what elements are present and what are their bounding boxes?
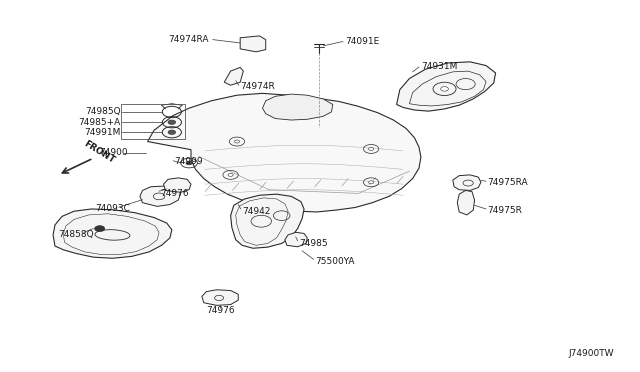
Polygon shape: [397, 62, 495, 111]
Text: J74900TW: J74900TW: [568, 349, 614, 358]
Text: 74931M: 74931M: [421, 62, 457, 71]
Polygon shape: [240, 36, 266, 52]
Polygon shape: [140, 186, 180, 206]
Circle shape: [369, 181, 374, 184]
Polygon shape: [53, 209, 172, 258]
Text: 74091E: 74091E: [346, 37, 380, 46]
Text: 74985Q: 74985Q: [85, 108, 121, 116]
Text: 74976: 74976: [206, 307, 235, 315]
Circle shape: [228, 173, 233, 176]
Text: 74975R: 74975R: [487, 206, 522, 215]
Polygon shape: [230, 194, 304, 248]
Text: 74999: 74999: [174, 157, 203, 166]
Polygon shape: [285, 232, 307, 247]
Text: 74985: 74985: [299, 239, 328, 248]
Text: 74991M: 74991M: [84, 128, 121, 137]
Text: FRONT: FRONT: [83, 139, 116, 165]
Text: 74975RA: 74975RA: [487, 178, 528, 187]
Text: 75500YA: 75500YA: [315, 257, 355, 266]
Polygon shape: [453, 175, 481, 190]
Circle shape: [186, 161, 192, 165]
Text: 74900: 74900: [100, 148, 128, 157]
Text: 74858Q: 74858Q: [58, 230, 94, 240]
Text: 74985+A: 74985+A: [79, 118, 121, 127]
Circle shape: [95, 226, 105, 232]
Circle shape: [168, 130, 175, 135]
Polygon shape: [202, 290, 238, 305]
Text: 74974RA: 74974RA: [168, 35, 208, 44]
Polygon shape: [458, 190, 474, 215]
Text: 74942: 74942: [242, 207, 271, 216]
Text: 74974R: 74974R: [240, 82, 275, 91]
Circle shape: [441, 87, 449, 91]
Polygon shape: [164, 178, 191, 192]
Circle shape: [369, 147, 374, 150]
Polygon shape: [148, 93, 421, 212]
Text: 74093C: 74093C: [95, 205, 130, 214]
Polygon shape: [262, 94, 333, 120]
Circle shape: [234, 140, 239, 143]
Bar: [121, 105, 184, 138]
Text: 74976: 74976: [161, 189, 189, 198]
Circle shape: [168, 120, 175, 125]
Polygon shape: [224, 67, 243, 85]
